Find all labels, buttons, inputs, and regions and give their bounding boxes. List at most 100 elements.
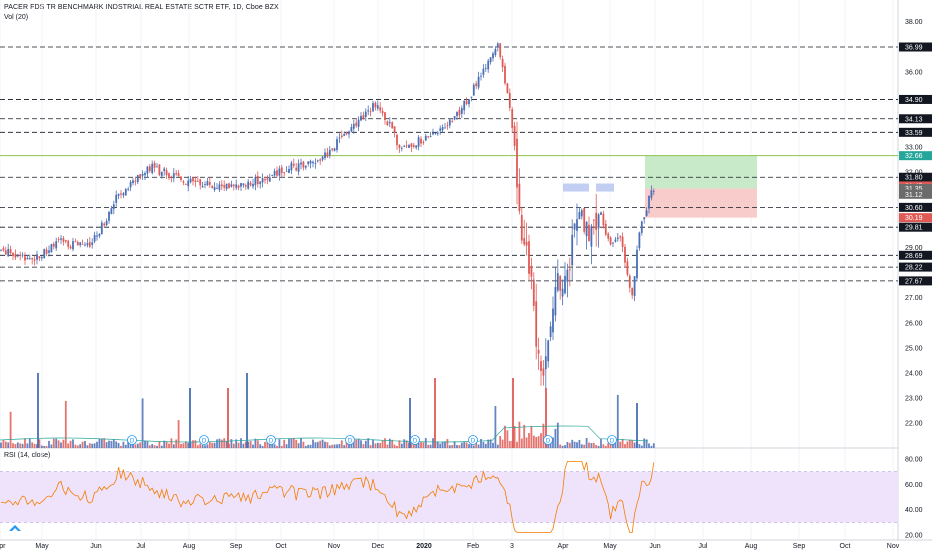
candle-body: [388, 122, 391, 124]
candle-body: [14, 253, 17, 258]
candle-body: [362, 114, 365, 120]
candle-body: [36, 254, 38, 260]
volume-bar: [244, 441, 247, 448]
volume-bar: [619, 441, 622, 448]
candle-body: [597, 214, 600, 229]
candle-body: [110, 208, 113, 215]
volume-bar: [24, 438, 26, 448]
candle-body: [213, 187, 216, 190]
time-tick-label: 3: [510, 543, 514, 550]
candle-body: [79, 242, 82, 246]
volume-bar: [600, 438, 602, 448]
level-label: 30.60: [905, 205, 923, 212]
volume-bar: [357, 438, 360, 448]
rsi-band: [0, 471, 898, 523]
target-zone: [645, 155, 757, 189]
candle-body: [652, 191, 655, 192]
volume-bar: [55, 438, 58, 448]
volume-bar: [153, 445, 156, 448]
candle-body: [100, 222, 103, 235]
price-tick-label: 22.00: [905, 421, 923, 428]
candle-body: [436, 132, 439, 134]
volume-bar: [316, 441, 319, 448]
volume-bar: [187, 442, 190, 448]
volume-bar: [556, 422, 559, 448]
volume-bar: [38, 439, 41, 448]
volume-bar: [242, 443, 245, 448]
candle-body: [316, 160, 319, 162]
candle-body: [148, 166, 151, 171]
candle-body: [566, 269, 569, 282]
candle-body: [564, 276, 566, 294]
level-label: 29.81: [905, 225, 923, 232]
candle-body: [549, 326, 552, 338]
volume-bar: [391, 439, 394, 448]
volume-bar: [45, 445, 48, 448]
candle-body: [225, 183, 228, 190]
volume-bar: [105, 442, 108, 448]
position-label-bg: [899, 151, 932, 161]
candle-body: [513, 125, 516, 146]
candle-body: [578, 212, 581, 220]
volume-bar: [489, 439, 492, 448]
candle-body: [141, 174, 144, 176]
volume-bar: [336, 444, 338, 448]
stop-zone: [645, 188, 757, 218]
volume-bar: [9, 411, 12, 448]
volume-bar: [604, 445, 607, 448]
volume-bar: [595, 444, 598, 448]
candle-body: [561, 288, 564, 297]
volume-bar: [40, 445, 43, 448]
volume-bar: [172, 444, 175, 448]
volume-bar: [628, 439, 631, 448]
volume-bar: [592, 442, 595, 448]
level-label-bg: [899, 250, 932, 260]
candle-body: [268, 177, 271, 182]
volume-bar: [576, 442, 578, 448]
price-tick-label: 24.00: [905, 371, 923, 378]
volume-bar: [232, 443, 235, 448]
candle-body: [484, 67, 487, 69]
volume-bar: [631, 440, 634, 448]
candle-body: [302, 161, 305, 168]
candle-body: [220, 184, 223, 187]
volume-bar: [52, 438, 55, 448]
candle-body: [571, 234, 574, 266]
candle-body: [422, 142, 425, 143]
volume-bar: [228, 443, 230, 448]
candle-body: [614, 239, 617, 242]
volume-bar: [86, 445, 89, 448]
volume-bar: [388, 438, 391, 448]
volume-bar: [441, 441, 444, 448]
candle-body: [355, 122, 358, 126]
volume-bar: [76, 445, 79, 448]
volume-bar: [134, 444, 137, 448]
price-tick-label: 33.00: [905, 145, 923, 152]
volume-bar: [319, 440, 322, 448]
price-tick-label: 23.00: [905, 396, 923, 403]
volume-bar: [194, 440, 197, 448]
candle-body: [127, 188, 130, 190]
time-tick-label: Nov: [887, 543, 900, 550]
candle-body: [196, 181, 199, 182]
volume-bar: [470, 443, 473, 448]
volume-bar: [307, 444, 310, 448]
candle-body: [151, 163, 154, 174]
volume-bar: [436, 441, 439, 448]
candle-body: [345, 132, 348, 135]
volume-bar: [420, 441, 422, 448]
volume-bar: [561, 445, 564, 448]
candle-body: [516, 138, 518, 188]
volume-bar: [343, 445, 346, 448]
volume-bar: [2, 439, 5, 448]
volume-bar: [276, 445, 278, 448]
candle-body: [544, 356, 547, 370]
position-label: 32.66: [905, 153, 923, 160]
volume-spike: [227, 388, 229, 448]
candle-body: [86, 243, 89, 246]
candle-body: [129, 181, 132, 188]
candle-body: [331, 148, 334, 150]
volume-bar: [458, 445, 461, 448]
volume-bar: [139, 442, 142, 448]
